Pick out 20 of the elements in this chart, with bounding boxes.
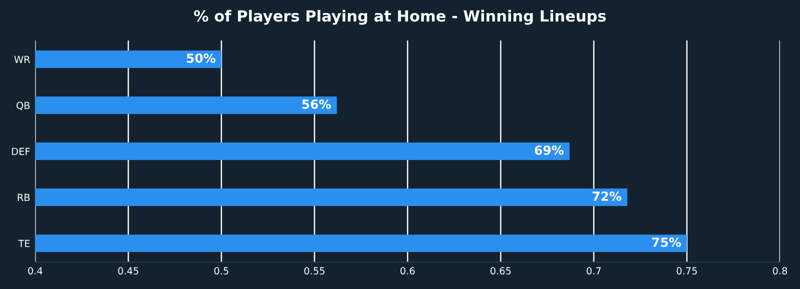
x-tick-label: 0.75 xyxy=(676,267,697,275)
y-tick-label: QB xyxy=(16,102,30,110)
data-label: 50% xyxy=(186,53,216,63)
x-tick-label: 0.5 xyxy=(214,267,228,275)
y-tick-label: DEF xyxy=(12,148,30,155)
chart-title: % of Players Playing at Home - Winning Lineups xyxy=(194,10,606,25)
data-label: 72% xyxy=(592,191,622,201)
x-tick-label: 0.6 xyxy=(400,267,415,275)
y-tick-label: TE xyxy=(18,240,30,247)
x-tick-label: 0.55 xyxy=(304,267,324,275)
data-label: 75% xyxy=(652,237,681,247)
x-tick-label: 0.8 xyxy=(772,267,788,275)
data-label: 56% xyxy=(302,99,331,109)
x-tick-label: 0.65 xyxy=(490,267,511,275)
y-tick-label: RB xyxy=(18,194,30,201)
x-tick-label: 0.4 xyxy=(28,267,42,275)
x-tick-label: 0.7 xyxy=(586,267,601,275)
y-tick-label: WR xyxy=(14,56,30,63)
x-tick-label: 0.45 xyxy=(118,267,138,275)
data-label: 69% xyxy=(534,145,564,155)
